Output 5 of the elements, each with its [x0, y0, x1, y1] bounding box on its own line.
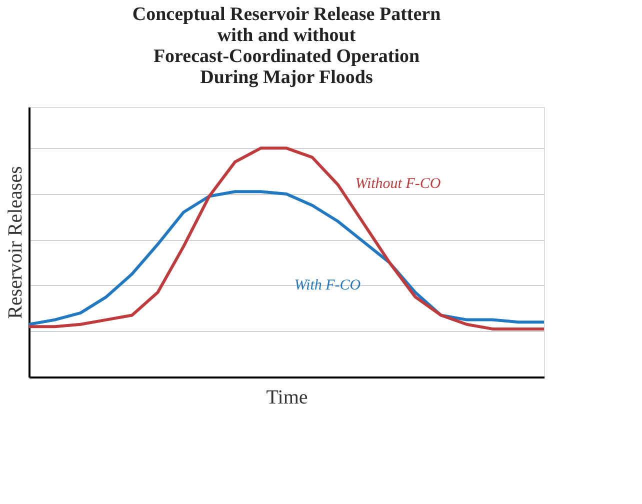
series-label: With F-CO — [294, 278, 361, 294]
series-label: Without F-CO — [355, 176, 441, 192]
chart-title: Conceptual Reservoir Release Pattern with and without Forecast-Coordinated Operation During Major Floods — [132, 4, 442, 88]
y-axis-title: Reservoir Releases — [4, 166, 26, 319]
x-axis-title: Time — [266, 386, 308, 408]
